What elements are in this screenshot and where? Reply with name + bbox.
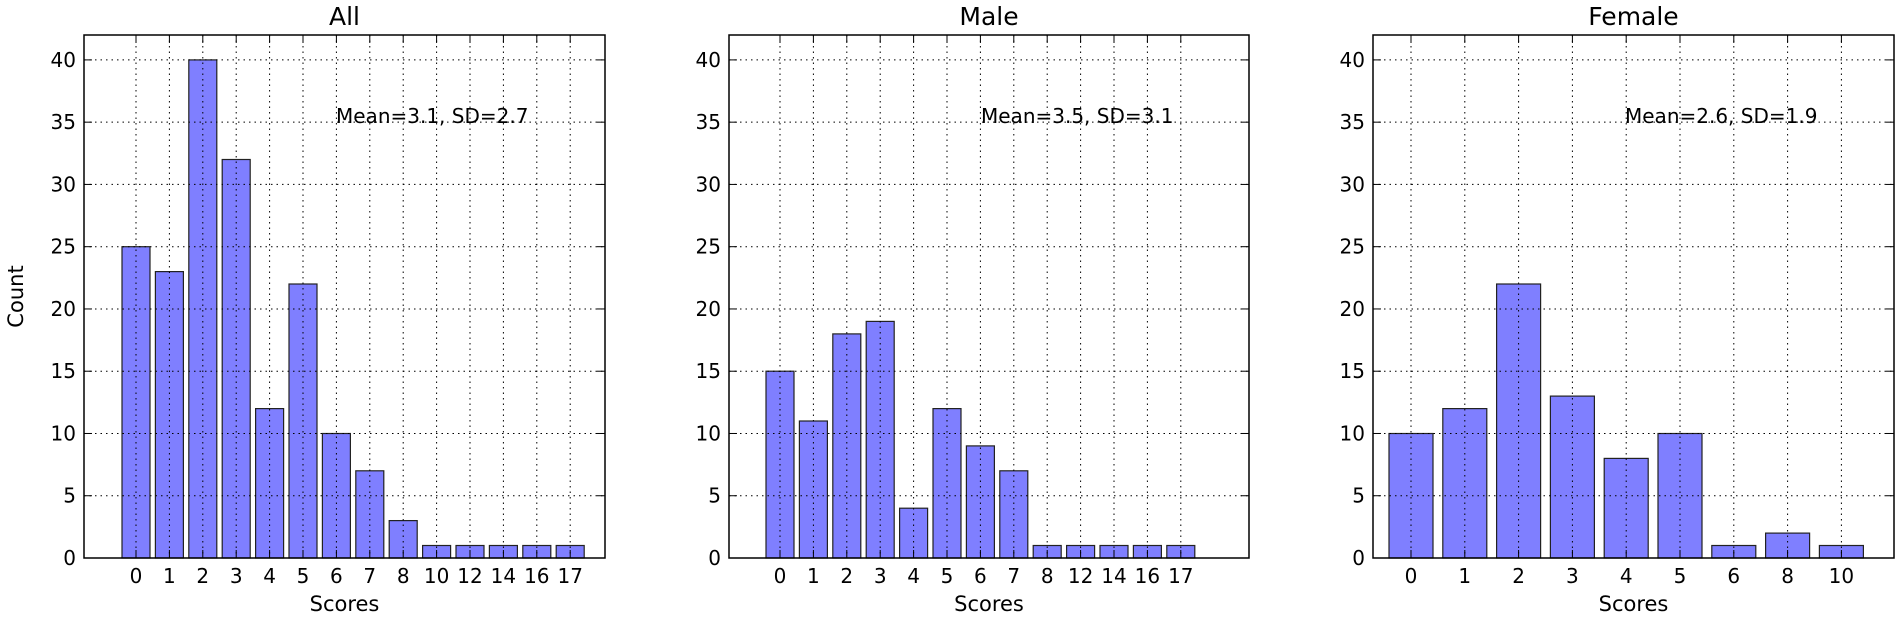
chart-title: Female [1588, 2, 1678, 31]
x-tick-label: 14 [1101, 564, 1126, 588]
y-tick-label: 5 [63, 484, 76, 508]
x-tick-label: 12 [457, 564, 482, 588]
x-tick-label: 3 [874, 564, 887, 588]
plot-frame [728, 34, 1250, 559]
y-tick-label: 5 [708, 484, 721, 508]
x-tick-label: 16 [524, 564, 549, 588]
y-tick-label: 30 [696, 172, 721, 196]
x-tick-label: 17 [1168, 564, 1193, 588]
x-axis-label: Scores [954, 592, 1024, 616]
x-tick-label: 8 [1041, 564, 1054, 588]
x-tick-label: 1 [807, 564, 820, 588]
x-tick-label: 10 [1829, 564, 1854, 588]
x-tick-label: 8 [1781, 564, 1794, 588]
x-tick-label: 2 [840, 564, 853, 588]
x-tick-label: 3 [230, 564, 243, 588]
y-tick-label: 20 [1340, 297, 1365, 321]
y-tick-label: 35 [1340, 110, 1365, 134]
y-tick-label: 30 [1340, 172, 1365, 196]
x-tick-label: 0 [1405, 564, 1418, 588]
y-tick-label: 5 [1352, 484, 1365, 508]
y-tick-label: 10 [1340, 421, 1365, 445]
x-tick-label: 8 [397, 564, 410, 588]
x-tick-label: 17 [557, 564, 582, 588]
x-tick-label: 6 [1727, 564, 1740, 588]
x-tick-label: 0 [774, 564, 787, 588]
x-tick-label: 0 [130, 564, 143, 588]
y-tick-label: 40 [1340, 48, 1365, 72]
bar [832, 333, 862, 559]
x-tick-label: 5 [297, 564, 310, 588]
x-tick-label: 2 [1512, 564, 1525, 588]
bar [865, 320, 895, 559]
x-tick-label: 5 [1674, 564, 1687, 588]
y-tick-label: 20 [696, 297, 721, 321]
x-tick-label: 5 [941, 564, 954, 588]
x-tick-label: 1 [163, 564, 176, 588]
bar [121, 246, 151, 559]
y-tick-label: 40 [696, 48, 721, 72]
x-tick-label: 6 [974, 564, 987, 588]
x-tick-label: 12 [1068, 564, 1093, 588]
plot-frame [83, 34, 606, 559]
x-tick-label: 7 [1007, 564, 1020, 588]
y-tick-label: 20 [51, 297, 76, 321]
y-tick-label: 15 [51, 359, 76, 383]
y-tick-label: 25 [51, 235, 76, 259]
x-tick-label: 14 [491, 564, 516, 588]
bar [798, 420, 829, 559]
stats-annotation: Mean=2.6, SD=1.9 [1625, 104, 1817, 128]
y-tick-label: 25 [696, 235, 721, 259]
y-tick-label: 15 [1340, 359, 1365, 383]
x-tick-label: 10 [424, 564, 449, 588]
x-tick-label: 4 [907, 564, 920, 588]
y-tick-label: 40 [51, 48, 76, 72]
y-tick-label: 25 [1340, 235, 1365, 259]
chart-title: All [329, 2, 360, 31]
y-tick-label: 15 [696, 359, 721, 383]
stats-annotation: Mean=3.1, SD=2.7 [336, 104, 528, 128]
x-tick-label: 3 [1566, 564, 1579, 588]
x-tick-label: 4 [263, 564, 276, 588]
y-tick-label: 35 [51, 110, 76, 134]
y-tick-label: 0 [63, 546, 76, 570]
y-tick-label: 10 [696, 421, 721, 445]
x-axis-label: Scores [1599, 592, 1669, 616]
x-tick-label: 2 [196, 564, 209, 588]
bar [932, 408, 962, 559]
x-tick-label: 1 [1458, 564, 1471, 588]
x-axis-label: Scores [310, 592, 380, 616]
bar [188, 59, 218, 559]
chart-panel-female: 0 5 10 15 20 25 30 35 40 0 1 2 3 4 5 6 8 10 Female Scores Me… [1340, 2, 1895, 616]
bar [898, 507, 929, 559]
x-tick-label: 4 [1620, 564, 1633, 588]
x-tick-label: 7 [363, 564, 376, 588]
x-tick-label: 16 [1135, 564, 1160, 588]
y-axis-label: Count [4, 265, 28, 327]
plot-frame [1372, 34, 1895, 559]
y-tick-label: 10 [51, 421, 76, 445]
x-tick-label: 6 [330, 564, 343, 588]
y-tick-label: 35 [696, 110, 721, 134]
chart-title: Male [959, 2, 1018, 31]
y-tick-label: 0 [708, 546, 721, 570]
y-tick-label: 30 [51, 172, 76, 196]
y-tick-label: 0 [1352, 546, 1365, 570]
stats-annotation: Mean=3.5, SD=3.1 [981, 104, 1173, 128]
